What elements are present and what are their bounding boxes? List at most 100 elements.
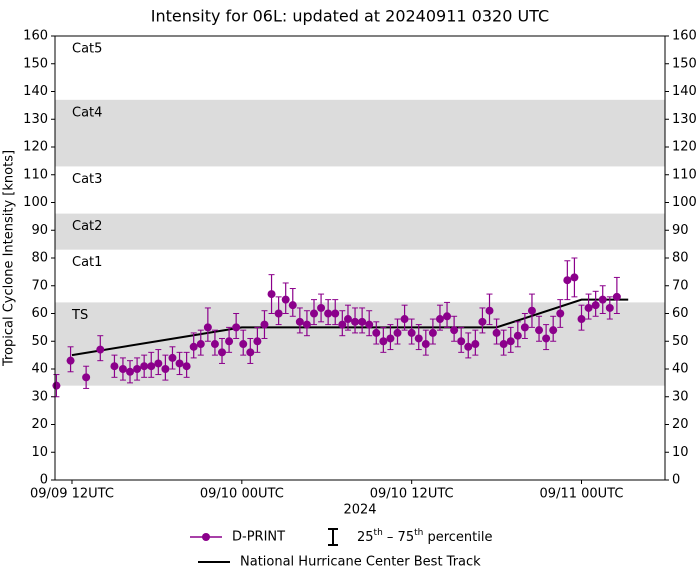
data-point bbox=[372, 328, 381, 337]
data-point bbox=[450, 326, 459, 335]
data-point bbox=[260, 320, 269, 329]
data-point bbox=[365, 320, 374, 329]
legend-label-part: percentile bbox=[423, 530, 492, 545]
legend-label-part: – 75 bbox=[383, 530, 414, 545]
y-tick-label: 160 bbox=[672, 29, 697, 44]
y-tick-label: 70 bbox=[31, 278, 48, 293]
data-point bbox=[147, 362, 156, 371]
data-point bbox=[317, 303, 326, 312]
y-tick-label: 40 bbox=[31, 362, 48, 377]
x-tick-label: 09/10 12UTC bbox=[370, 487, 454, 502]
data-point bbox=[196, 340, 205, 349]
data-point bbox=[302, 320, 311, 329]
plot-frame bbox=[54, 35, 666, 481]
category-band bbox=[55, 213, 665, 250]
legend-marker bbox=[202, 533, 210, 541]
y-tick-label: 100 bbox=[23, 195, 48, 210]
data-point bbox=[182, 362, 191, 371]
data-point bbox=[239, 340, 248, 349]
legend-label-part: th bbox=[374, 528, 383, 538]
data-point bbox=[267, 290, 276, 299]
data-point bbox=[464, 342, 473, 351]
data-point bbox=[96, 345, 105, 354]
category-label: Cat1 bbox=[72, 255, 102, 270]
data-point bbox=[288, 301, 297, 310]
y-tick-label: 80 bbox=[31, 251, 48, 266]
data-point bbox=[218, 348, 227, 357]
data-point bbox=[358, 317, 367, 326]
y-tick-label: 110 bbox=[23, 167, 48, 182]
data-point bbox=[535, 326, 544, 335]
y-tick-label: 140 bbox=[23, 84, 48, 99]
legend-label: 25th – 75th percentile bbox=[357, 528, 492, 545]
data-point bbox=[82, 373, 91, 382]
category-label: Cat5 bbox=[72, 42, 102, 57]
data-point bbox=[295, 317, 304, 326]
data-point bbox=[478, 317, 487, 326]
data-point bbox=[421, 340, 430, 349]
data-point bbox=[591, 301, 600, 310]
data-point bbox=[471, 340, 480, 349]
data-point bbox=[605, 303, 614, 312]
y-tick-label: 50 bbox=[31, 334, 48, 349]
data-point bbox=[161, 365, 170, 373]
data-point bbox=[443, 312, 452, 321]
data-point bbox=[175, 359, 184, 368]
x-tick-label: 09/09 12UTC bbox=[30, 487, 114, 502]
data-point bbox=[118, 365, 127, 373]
data-point bbox=[499, 340, 508, 349]
x-tick-label: 09/10 00UTC bbox=[200, 487, 284, 502]
data-point bbox=[66, 356, 75, 365]
data-point bbox=[351, 317, 360, 326]
y-tick-label: 60 bbox=[672, 306, 689, 321]
data-point bbox=[232, 323, 241, 332]
data-point bbox=[168, 353, 177, 362]
data-point bbox=[310, 309, 319, 318]
data-point bbox=[598, 295, 607, 304]
y-tick-label: 0 bbox=[40, 473, 48, 488]
data-point bbox=[492, 328, 501, 337]
y-tick-label: 0 bbox=[672, 473, 680, 488]
x-axis-label: 2024 bbox=[343, 503, 376, 518]
y-tick-label: 150 bbox=[23, 56, 48, 71]
data-point bbox=[110, 362, 119, 371]
data-point bbox=[379, 337, 388, 346]
data-point bbox=[542, 334, 551, 343]
data-point bbox=[428, 328, 437, 337]
data-point bbox=[281, 295, 290, 304]
data-point bbox=[338, 320, 347, 329]
data-point bbox=[126, 367, 135, 376]
y-tick-label: 150 bbox=[672, 56, 697, 71]
data-point bbox=[506, 337, 515, 346]
legend-label-part: 25 bbox=[357, 530, 374, 545]
y-tick-label: 140 bbox=[672, 84, 697, 99]
data-point bbox=[253, 337, 262, 346]
chart-title: Intensity for 06L: updated at 20240911 0… bbox=[151, 7, 549, 26]
category-band bbox=[55, 302, 665, 386]
data-point bbox=[513, 331, 522, 340]
legend-label: National Hurricane Center Best Track bbox=[240, 555, 481, 570]
y-tick-label: 10 bbox=[672, 445, 689, 460]
data-point bbox=[189, 342, 198, 351]
y-tick-label: 160 bbox=[23, 29, 48, 44]
data-point bbox=[400, 315, 409, 324]
category-label: TS bbox=[71, 308, 88, 323]
y-tick-label: 70 bbox=[672, 278, 689, 293]
data-point bbox=[343, 315, 352, 324]
y-tick-label: 80 bbox=[672, 251, 689, 266]
data-point bbox=[331, 309, 340, 318]
data-point bbox=[485, 306, 494, 315]
data-point bbox=[407, 328, 416, 337]
data-point bbox=[520, 323, 529, 332]
y-tick-label: 90 bbox=[672, 223, 689, 238]
data-point bbox=[556, 309, 565, 318]
y-tick-label: 30 bbox=[31, 389, 48, 404]
y-tick-label: 50 bbox=[672, 334, 689, 349]
category-label: Cat2 bbox=[72, 219, 102, 234]
data-point bbox=[457, 337, 466, 346]
data-point bbox=[527, 306, 536, 315]
category-label: Cat4 bbox=[72, 105, 102, 120]
y-tick-label: 30 bbox=[672, 389, 689, 404]
y-tick-label: 20 bbox=[31, 417, 48, 432]
category-band bbox=[55, 99, 665, 167]
